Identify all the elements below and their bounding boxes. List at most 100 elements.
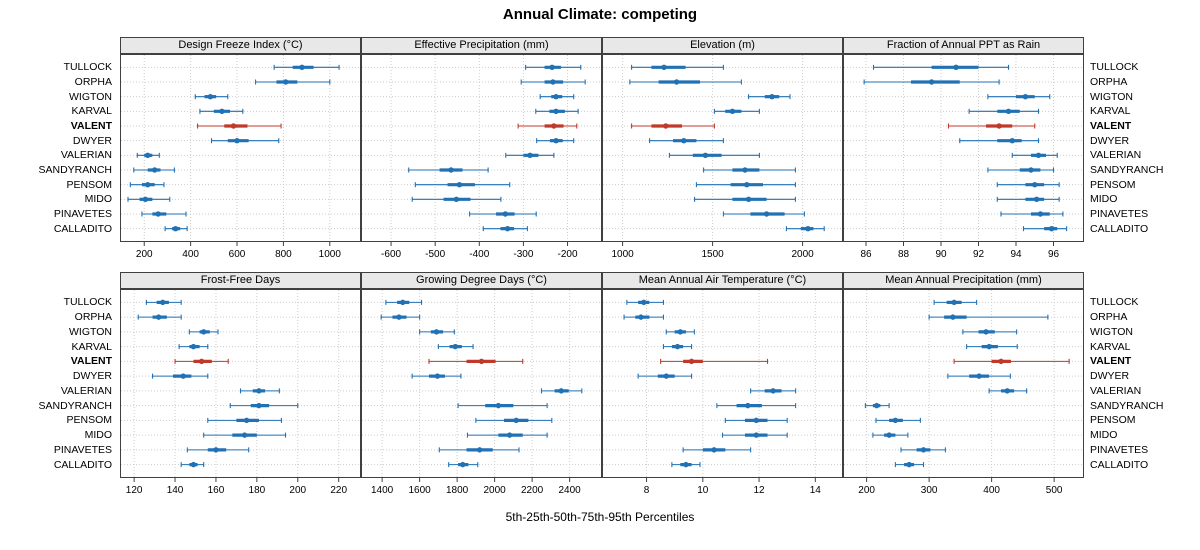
percentile-row-valent [197,123,282,129]
percentile-row-valerian [136,152,160,159]
percentile-row-tullock [933,299,978,306]
station-label-right-wigton: WIGTON [1090,325,1133,338]
percentile-row-dwyer [210,137,280,144]
percentile-row-mido [721,432,788,438]
percentile-row-calladito [1022,225,1068,232]
station-label-left-valent: VALENT [70,355,112,368]
svg-text:400: 400 [182,249,199,260]
panel-strip-fraction-of-annual-ppt-as-rain: Fraction of Annual PPT as Rain [843,37,1084,54]
panel-strip-effective-precipitation-mm: Effective Precipitation (mm) [361,37,602,54]
panel-strip-mean-annual-air-temperature-c: Mean Annual Air Temperature (°C) [602,272,843,289]
station-label-left-mido: MIDO [84,429,112,442]
percentile-row-orpha [863,79,1000,85]
svg-text:10: 10 [697,485,709,496]
percentile-row-mido [872,432,909,438]
axis-caption: 5th-25th-50th-75th-95th Percentiles [505,510,695,524]
svg-text:120: 120 [126,485,143,496]
percentile-row-pinavetes [186,447,250,453]
station-label-right-karval: KARVAL [1090,340,1131,353]
svg-text:160: 160 [208,485,225,496]
svg-text:180: 180 [249,485,266,496]
svg-text:500: 500 [1046,485,1063,496]
station-label-left-mido: MIDO [84,193,112,206]
percentile-row-dwyer [947,373,1011,379]
percentile-row-karval [968,108,1040,115]
percentile-row-sandyranch [408,167,489,173]
percentile-row-sandyranch [716,402,797,409]
svg-text:200: 200 [136,249,153,260]
percentile-row-valent [660,358,769,365]
panel-frost-free-days: 120 140 160 180 200 220 [120,289,361,496]
percentile-row-valent [174,358,229,365]
station-label-right-mido: MIDO [1090,193,1118,206]
percentile-row-dwyer [959,137,1040,144]
percentile-row-pensom [475,417,553,424]
station-label-right-pinavetes: PINAVETES [1090,443,1149,456]
station-label-right-orpha: ORPHA [1090,76,1128,88]
percentile-row-pensom [207,417,282,424]
panel-fraction-of-annual-ppt-as-rain: 86 88 90 92 94 96 [843,54,1084,260]
station-label-right-calladito: CALLADITO [1090,458,1149,471]
panel-elevation-m: 1000 1500 2000 [602,54,843,260]
percentile-row-pensom [875,417,921,424]
svg-text:1400: 1400 [371,485,394,496]
percentile-row-valerian [988,388,1028,394]
percentile-row-tullock [273,64,340,71]
svg-text:2000: 2000 [484,485,507,496]
station-label-right-valerian: VALERIAN [1090,149,1142,162]
panel-mean-annual-air-temperature-c: 8 10 12 14 [602,289,843,496]
svg-text:200: 200 [858,485,875,496]
percentile-row-valerian [1011,152,1058,159]
percentile-row-tullock [385,299,423,306]
percentile-row-wigton [665,329,695,335]
percentile-row-karval [966,343,1018,350]
percentile-row-mido [203,432,287,438]
percentile-row-wigton [748,93,791,100]
station-label-left-karval: KARVAL [71,340,112,353]
percentile-row-calladito [180,461,205,468]
svg-text:200: 200 [289,485,306,496]
percentile-row-calladito [164,225,188,232]
station-label-right-orpha: ORPHA [1090,311,1128,324]
percentile-row-wigton [188,329,219,335]
percentile-row-karval [535,108,579,115]
svg-text:94: 94 [1010,249,1022,260]
percentile-row-karval [437,343,474,350]
percentile-row-dwyer [536,137,575,144]
percentile-row-pensom [724,417,788,424]
svg-text:1800: 1800 [446,485,469,496]
percentile-row-mido [694,196,796,203]
svg-text:1500: 1500 [701,249,724,260]
percentile-row-valerian [750,388,797,394]
percentile-row-pensom [129,181,165,188]
svg-text:300: 300 [921,485,938,496]
station-label-left-valent: VALENT [70,120,112,132]
station-label-right-pensom: PENSOM [1090,414,1136,427]
percentile-row-tullock [145,299,182,306]
station-label-left-orpha: ORPHA [74,311,112,324]
station-label-left-valerian: VALERIAN [60,149,112,162]
percentile-row-tullock [525,64,582,71]
station-label-right-tullock: TULLOCK [1090,296,1139,309]
panel-strip-design-freeze-index-c: Design Freeze Index (°C) [120,37,361,54]
percentile-row-orpha [928,314,1049,320]
svg-text:88: 88 [898,249,910,260]
percentile-row-karval [199,108,244,115]
station-label-right-pinavetes: PINAVETES [1090,208,1149,220]
station-label-right-wigton: WIGTON [1090,90,1133,103]
station-label-right-mido: MIDO [1090,429,1118,442]
percentile-row-pinavetes [722,211,805,217]
station-label-left-pinavetes: PINAVETES [53,443,112,456]
station-label-right-sandyranch: SANDYRANCH [1090,399,1164,412]
svg-text:96: 96 [1048,249,1060,260]
station-label-left-orpha: ORPHA [74,76,112,88]
percentile-row-valent [631,123,715,129]
station-label-left-pinavetes: PINAVETES [53,208,112,220]
percentile-row-valent [517,123,578,129]
station-label-left-dwyer: DWYER [72,134,112,147]
percentile-row-sandyranch [229,402,299,409]
svg-text:-400: -400 [469,249,489,260]
percentile-row-valerian [668,152,760,159]
panel-strip-frost-free-days: Frost-Free Days [120,272,361,289]
station-label-right-valerian: VALERIAN [1090,384,1142,397]
